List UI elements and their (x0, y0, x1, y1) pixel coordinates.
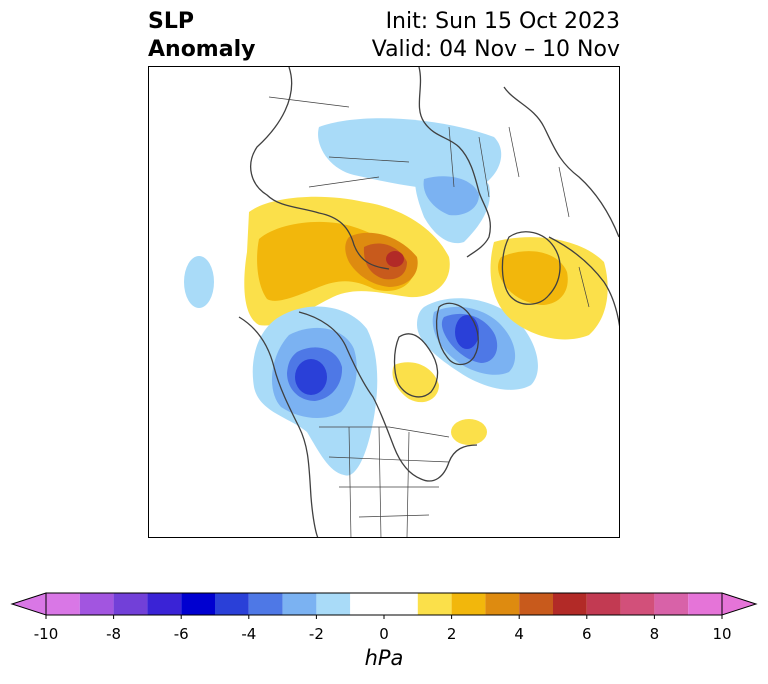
anomaly-europe-high (490, 237, 608, 340)
colorbar-bin (654, 593, 689, 615)
valid-range-label: Valid: 04 Nov – 10 Nov (371, 37, 620, 62)
colorbar-bin (620, 593, 655, 615)
colorbar-bin (688, 593, 722, 615)
anomaly-gulf-of-alaska-low (252, 306, 378, 476)
colorbar-tick-label: -8 (106, 625, 122, 643)
init-date-label: Init: Sun 15 Oct 2023 (385, 9, 620, 34)
coastlines (238, 67, 619, 537)
colorbar-tick-label: -6 (173, 625, 189, 643)
colorbar-tick-label: 8 (649, 625, 660, 643)
colorbar-bin (147, 593, 182, 615)
colorbar-bin (46, 593, 80, 615)
colorbar-bin (113, 593, 148, 615)
colorbar-units-label: hPa (364, 646, 404, 670)
map-variable-title: SLP Anomaly (148, 8, 255, 64)
colorbar-tick-label: -4 (241, 625, 257, 643)
colorbar-bin (79, 593, 114, 615)
colorbar-tick-label: 4 (514, 625, 524, 643)
colorbar-extend-low (10, 592, 47, 616)
colorbar-bin (485, 593, 520, 615)
map-canvas (149, 67, 619, 537)
colorbar-bin (586, 593, 621, 615)
forecast-dates: Init: Sun 15 Oct 2023 Valid: 04 Nov – 10… (372, 8, 620, 64)
slp-anomaly-map (148, 66, 620, 538)
colorbar-tick-label: -10 (33, 625, 59, 643)
variable-line-1: SLP (148, 9, 194, 34)
anomaly-west-pacific-low (184, 256, 214, 308)
colorbar-bin (451, 593, 486, 615)
colorbar-bin (248, 593, 283, 615)
colorbar-bin (181, 593, 215, 615)
colorbar (0, 585, 768, 625)
colorbar-tick-label: 2 (446, 625, 457, 643)
colorbar-bin (215, 593, 249, 615)
colorbar-bin (417, 593, 452, 615)
anomaly-hudson-bay-high (392, 362, 439, 403)
colorbar-tick-label: 6 (582, 625, 592, 643)
colorbar-bin (282, 593, 317, 615)
colorbar-bin (350, 593, 418, 615)
colorbar-svg (10, 592, 758, 619)
colorbar-bin (553, 593, 587, 615)
colorbar-tick-label: 10 (712, 625, 732, 643)
colorbar-extend-high (721, 592, 758, 616)
colorbar-bin (316, 593, 351, 615)
variable-line-2: Anomaly (148, 37, 256, 62)
colorbar-tick-label: 0 (379, 625, 389, 643)
anomaly-arctic-high (244, 196, 450, 326)
colorbar-tick-label: -2 (308, 625, 324, 643)
colorbar-bin (519, 593, 553, 615)
anomaly-siberia-low (318, 118, 502, 244)
anomaly-newfoundland-high (451, 419, 487, 445)
